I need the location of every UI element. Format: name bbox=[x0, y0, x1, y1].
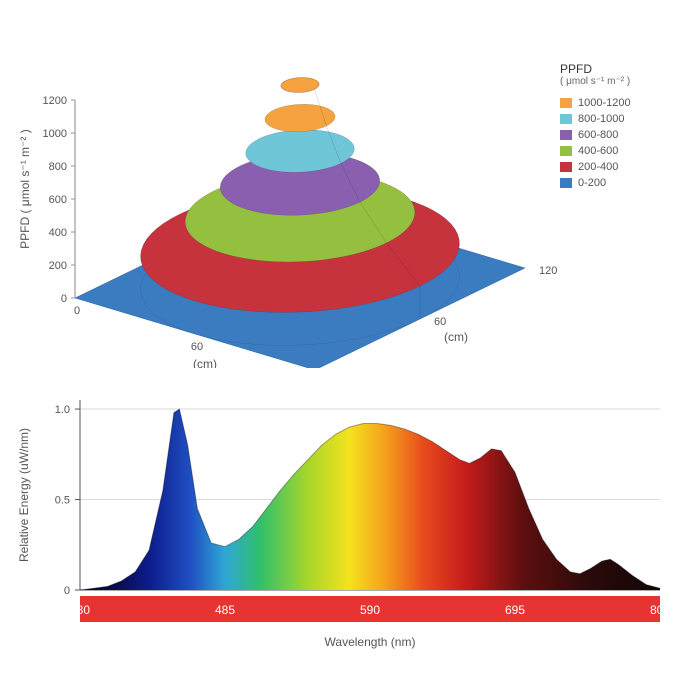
svg-text:485: 485 bbox=[215, 603, 235, 617]
legend-subtitle: ( μmol s⁻¹ m⁻² ) bbox=[560, 76, 631, 87]
legend-title: PPFD bbox=[560, 62, 631, 76]
legend-swatch bbox=[560, 114, 572, 124]
legend-item: 0-200 bbox=[560, 177, 631, 189]
spectrum-chart: 0 0.5 1.0 Relative Energy (uW/nm) 380 485 590 6… bbox=[0, 380, 700, 680]
svg-text:1200: 1200 bbox=[43, 95, 67, 107]
svg-text:380: 380 bbox=[70, 603, 90, 617]
legend-label: 800-1000 bbox=[578, 113, 625, 125]
legend-item: 400-600 bbox=[560, 145, 631, 157]
svg-text:200: 200 bbox=[49, 260, 67, 272]
svg-text:60: 60 bbox=[191, 341, 203, 353]
svg-text:0: 0 bbox=[64, 585, 70, 597]
svg-text:120: 120 bbox=[539, 265, 557, 277]
svg-text:600: 600 bbox=[49, 194, 67, 206]
legend-swatch bbox=[560, 162, 572, 172]
svg-text:1.0: 1.0 bbox=[55, 404, 70, 416]
svg-text:(cm): (cm) bbox=[444, 330, 468, 344]
ppfd-legend: PPFD ( μmol s⁻¹ m⁻² ) 1000-1200 800-1000 6… bbox=[560, 62, 631, 193]
legend-item: 600-800 bbox=[560, 129, 631, 141]
legend-item: 800-1000 bbox=[560, 113, 631, 125]
svg-text:800: 800 bbox=[49, 161, 67, 173]
svg-text:0.5: 0.5 bbox=[55, 495, 70, 507]
legend-label: 400-600 bbox=[578, 145, 618, 157]
svg-text:590: 590 bbox=[360, 603, 380, 617]
legend-label: 600-800 bbox=[578, 129, 618, 141]
legend-label: 200-400 bbox=[578, 161, 618, 173]
legend-item: 1000-1200 bbox=[560, 97, 631, 109]
svg-text:0: 0 bbox=[61, 293, 67, 305]
legend-item: 200-400 bbox=[560, 161, 631, 173]
svg-text:60: 60 bbox=[434, 316, 446, 328]
svg-text:PPFD ( μmol s⁻¹ m⁻² ): PPFD ( μmol s⁻¹ m⁻² ) bbox=[18, 129, 32, 249]
legend-swatch bbox=[560, 130, 572, 140]
svg-text:400: 400 bbox=[49, 227, 67, 239]
svg-text:1000: 1000 bbox=[43, 128, 67, 140]
legend-swatch bbox=[560, 146, 572, 156]
legend-label: 0-200 bbox=[578, 177, 606, 189]
legend-label: 1000-1200 bbox=[578, 97, 631, 109]
svg-text:0: 0 bbox=[329, 367, 335, 368]
legend-swatch bbox=[560, 98, 572, 108]
svg-text:(cm): (cm) bbox=[193, 357, 217, 368]
svg-text:695: 695 bbox=[505, 603, 525, 617]
svg-text:Wavelength (nm): Wavelength (nm) bbox=[325, 635, 416, 649]
legend-swatch bbox=[560, 178, 572, 188]
svg-text:0: 0 bbox=[74, 305, 80, 317]
svg-text:Relative Energy (uW/nm): Relative Energy (uW/nm) bbox=[17, 428, 31, 562]
svg-text:800: 800 bbox=[650, 603, 670, 617]
